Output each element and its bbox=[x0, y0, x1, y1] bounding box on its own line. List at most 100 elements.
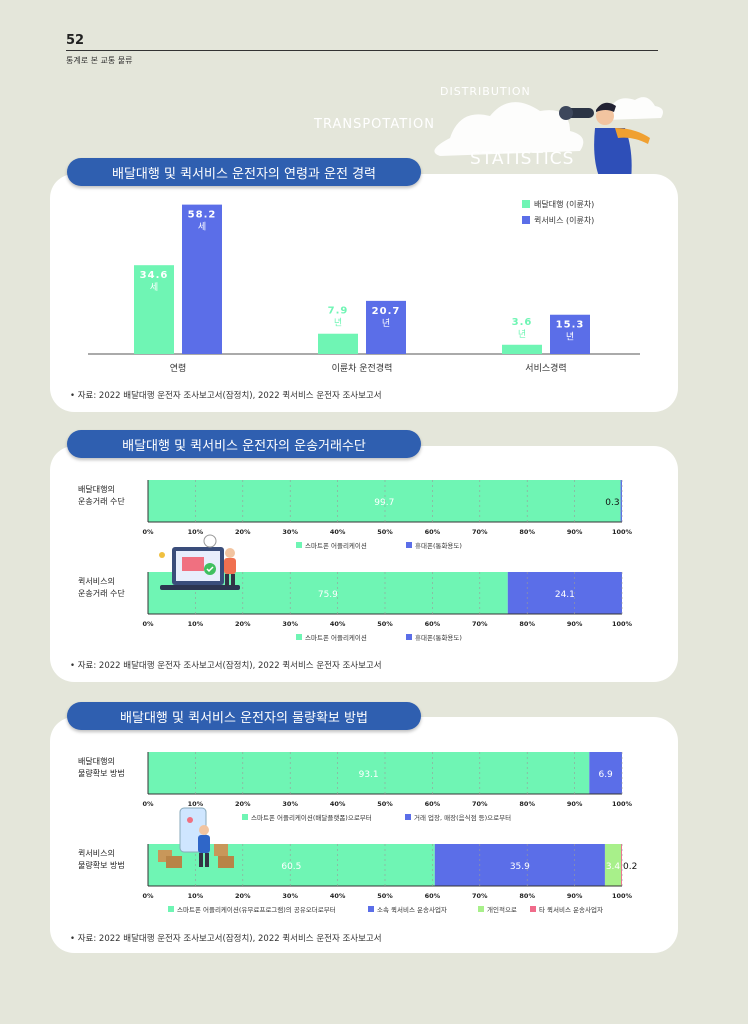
tick-label: 0% bbox=[142, 620, 154, 628]
segment-1 bbox=[620, 480, 622, 522]
segment-value-label: 0.2 bbox=[623, 862, 637, 872]
bar-value-label: 7.9 bbox=[328, 306, 349, 317]
tick-label: 30% bbox=[282, 800, 298, 808]
legend-swatch bbox=[406, 542, 412, 548]
legend-label: 거래 업장, 매장(음식점 등)으로부터 bbox=[414, 813, 511, 822]
legend-label: 스마트폰 어플리케이션(유무료프로그램)의 공유오더로부터 bbox=[177, 905, 336, 914]
deco-word-transpotation: TRANSPOTATION bbox=[313, 117, 435, 132]
row-label: 배달대행의 bbox=[78, 484, 115, 494]
section1-source: • 자료: 2022 배달대행 운전자 조사보고서(잠정치), 2022 퀵서비… bbox=[70, 391, 382, 401]
segment-value-label: 24.1 bbox=[555, 590, 575, 600]
legend-swatch bbox=[242, 814, 248, 820]
legend-swatch bbox=[168, 906, 174, 912]
legend-swatch bbox=[296, 634, 302, 640]
segment-value-label: 99.7 bbox=[374, 498, 394, 508]
segment-1 bbox=[507, 572, 622, 614]
tick-label: 100% bbox=[612, 528, 633, 536]
legend-label: 개인적으로 bbox=[487, 905, 517, 914]
tick-label: 70% bbox=[472, 528, 488, 536]
tick-label: 100% bbox=[612, 800, 633, 808]
row-label: 운송거래 수단 bbox=[78, 588, 125, 598]
legend-label: 휴대폰(통화용도) bbox=[415, 634, 462, 642]
tick-label: 60% bbox=[425, 892, 441, 900]
legend-swatch bbox=[405, 814, 411, 820]
tick-label: 40% bbox=[330, 892, 346, 900]
tick-label: 10% bbox=[188, 620, 204, 628]
bar-delivery-0 bbox=[134, 265, 174, 354]
row-label: 퀵서비스의 bbox=[78, 576, 115, 586]
bar-value-label: 20.7 bbox=[372, 306, 401, 317]
bar-quick-0 bbox=[182, 204, 222, 354]
tick-label: 30% bbox=[282, 620, 298, 628]
legend-label: 스마트폰 어플리케이션 bbox=[305, 541, 367, 550]
tick-label: 90% bbox=[567, 800, 583, 808]
section1-title: 배달대행 및 퀵서비스 운전자의 연령과 운전 경력 bbox=[67, 158, 421, 186]
legend-swatch bbox=[368, 906, 374, 912]
bar-value-label: 58.2 bbox=[188, 210, 217, 221]
bar-unit-label: 세 bbox=[150, 282, 158, 293]
category-label: 서비스경력 bbox=[525, 362, 566, 374]
segment-0 bbox=[148, 480, 621, 522]
header-illustration: DISTRIBUTION TRANSPOTATION STATISTICS bbox=[313, 85, 663, 178]
legend-label: 휴대폰(통화용도) bbox=[415, 542, 462, 550]
segment-3 bbox=[621, 844, 622, 886]
bar-unit-label: 세 bbox=[198, 222, 206, 233]
tick-label: 60% bbox=[425, 620, 441, 628]
bar-unit-label: 년 bbox=[382, 318, 390, 329]
segment-1 bbox=[434, 844, 605, 886]
deco-word-statistics: STATISTICS bbox=[470, 149, 574, 169]
tick-label: 100% bbox=[612, 892, 633, 900]
tick-label: 80% bbox=[519, 800, 535, 808]
segment-value-label: 3.4 bbox=[606, 862, 621, 872]
bar-unit-label: 년 bbox=[334, 318, 342, 329]
tick-label: 10% bbox=[188, 528, 204, 536]
tick-label: 30% bbox=[282, 528, 298, 536]
tick-label: 80% bbox=[519, 528, 535, 536]
tick-label: 50% bbox=[377, 892, 393, 900]
tick-label: 20% bbox=[235, 892, 251, 900]
legend-label: 스마트폰 어플리케이션 bbox=[305, 633, 367, 642]
segment-0 bbox=[148, 752, 590, 794]
page-number: 52 bbox=[66, 33, 85, 48]
person-binoculars-icon bbox=[559, 102, 650, 178]
tick-label: 10% bbox=[188, 800, 204, 808]
section3-title: 배달대행 및 퀵서비스 운전자의 물량확보 방법 bbox=[67, 702, 421, 730]
legend-label: 퀵서비스 (이륜차) bbox=[534, 215, 594, 225]
section2-source: • 자료: 2022 배달대행 운전자 조사보고서(잠정치), 2022 퀵서비… bbox=[70, 661, 382, 671]
section2-title: 배달대행 및 퀵서비스 운전자의 운송거래수단 bbox=[67, 430, 421, 458]
tick-label: 60% bbox=[425, 800, 441, 808]
segment-value-label: 60.5 bbox=[281, 862, 301, 872]
bar-value-label: 15.3 bbox=[556, 320, 585, 331]
tick-label: 80% bbox=[519, 892, 535, 900]
bar-unit-label: 년 bbox=[518, 329, 526, 340]
tick-label: 20% bbox=[235, 528, 251, 536]
bar-value-label: 3.6 bbox=[512, 317, 533, 328]
tick-label: 20% bbox=[235, 800, 251, 808]
tick-label: 70% bbox=[472, 620, 488, 628]
tick-label: 50% bbox=[377, 620, 393, 628]
bar-value-label: 34.6 bbox=[140, 270, 169, 281]
tick-label: 40% bbox=[330, 620, 346, 628]
tick-label: 90% bbox=[567, 892, 583, 900]
tick-label: 70% bbox=[472, 892, 488, 900]
row-label: 물량확보 방법 bbox=[78, 860, 125, 870]
legend-swatch bbox=[522, 200, 530, 208]
tick-label: 80% bbox=[519, 620, 535, 628]
courier-boxes-illustration bbox=[158, 807, 234, 868]
tick-label: 20% bbox=[235, 620, 251, 628]
bar-unit-label: 년 bbox=[566, 332, 574, 343]
section3-source: • 자료: 2022 배달대행 운전자 조사보고서(잠정치), 2022 퀵서비… bbox=[70, 934, 382, 944]
tick-label: 10% bbox=[188, 892, 204, 900]
legend-label: 배달대행 (이륜차) bbox=[534, 199, 594, 209]
header-rule bbox=[66, 50, 658, 51]
category-label: 연령 bbox=[170, 362, 187, 374]
row-label: 운송거래 수단 bbox=[78, 496, 125, 506]
row-label: 물량확보 방법 bbox=[78, 768, 125, 778]
segment-value-label: 93.1 bbox=[359, 770, 379, 780]
bar-quick-1 bbox=[366, 300, 406, 354]
segment-2 bbox=[604, 844, 622, 886]
legend-label: 타 퀵서비스 운송사업자 bbox=[539, 905, 603, 914]
tick-label: 70% bbox=[472, 800, 488, 808]
